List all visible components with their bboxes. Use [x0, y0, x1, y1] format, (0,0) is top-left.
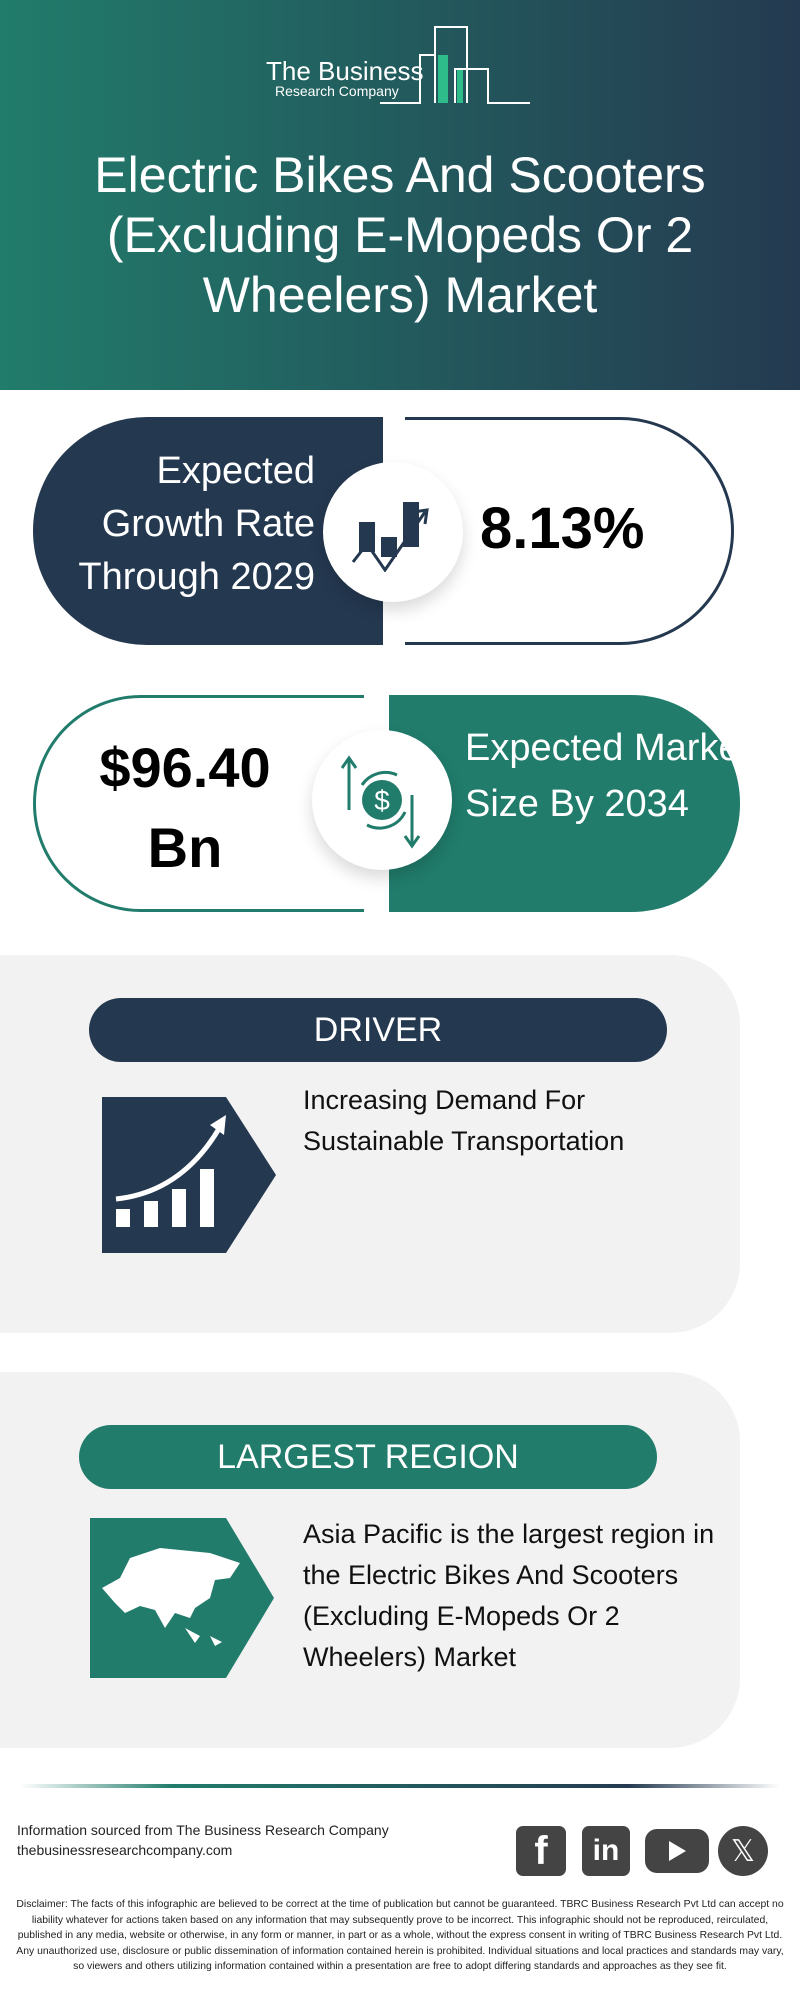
growth-value: 8.13%	[480, 496, 645, 561]
source-info: Information sourced from The Business Re…	[17, 1820, 389, 1860]
footer-divider	[20, 1784, 780, 1788]
header-banner	[0, 0, 800, 390]
page-title: Electric Bikes And Scooters (Excluding E…	[94, 147, 706, 323]
x-icon[interactable]: 𝕏	[718, 1826, 768, 1876]
linkedin-icon[interactable]: in	[582, 1826, 630, 1876]
driver-heading: DRIVER	[89, 998, 667, 1062]
market-size-value-card	[33, 695, 364, 912]
asia-map-icon	[90, 1518, 274, 1678]
website-link[interactable]: thebusinessresearchcompany.com	[17, 1842, 233, 1858]
source-text: Information sourced from The Business Re…	[17, 1822, 389, 1838]
growth-value-card	[405, 417, 734, 645]
growth-chart-icon	[323, 462, 463, 602]
region-text: Asia Pacific is the largest region in th…	[303, 1519, 715, 1672]
rising-bar-chart-icon	[102, 1097, 276, 1253]
youtube-icon[interactable]	[645, 1829, 709, 1873]
logo-subname: Research Company	[275, 83, 399, 99]
growth-label: Expected Growth Rate Through 2029	[78, 450, 315, 598]
facebook-icon[interactable]: f	[516, 1826, 566, 1876]
logo-name: The Business	[266, 56, 424, 86]
market-size-label: Expected Market Size By 2034	[465, 727, 751, 825]
dollar-exchange-icon: $	[312, 730, 452, 870]
market-size-value: $96.40 Bn	[99, 736, 271, 879]
driver-text: Increasing Demand For Sustainable Transp…	[303, 1085, 625, 1156]
svg-text:$: $	[374, 785, 390, 816]
logo-buildings-icon	[380, 26, 530, 104]
region-heading: LARGEST REGION	[79, 1425, 657, 1489]
disclaimer: Disclaimer: The facts of this infographi…	[16, 1899, 784, 1972]
